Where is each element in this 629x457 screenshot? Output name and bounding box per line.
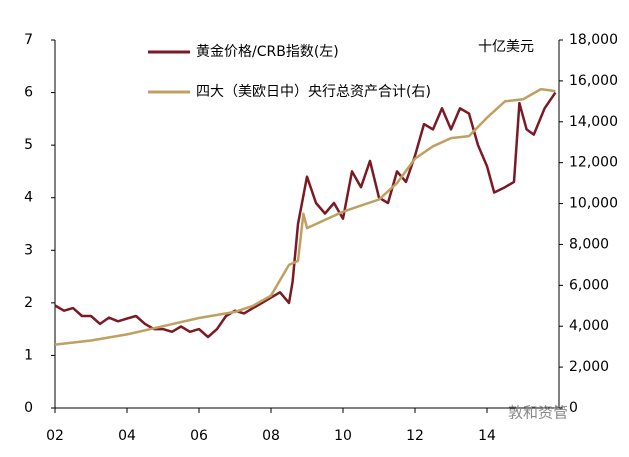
y-tick-label: 3 [24,242,33,258]
series-line [54,91,557,339]
watermark: 敦和资管 [508,404,568,422]
y2-tick-label: 0 [569,400,578,416]
y-tick-label: 5 [24,137,33,153]
y2-tick-label: 2,000 [569,359,609,375]
y2-tick-label: 4,000 [569,318,609,334]
legend-label: 黄金价格/CRB指数(左) [196,43,339,60]
y2-axis-label: 十亿美元 [478,39,534,55]
y2-tick-label: 16,000 [569,73,618,89]
x-tick-label: 06 [190,428,208,444]
x-tick-label: 08 [262,428,280,444]
series-line [54,87,556,346]
y2-tick-label: 10,000 [569,196,618,212]
y2-tick-label: 18,000 [569,32,618,48]
x-tick-label: 04 [118,428,136,444]
y-tick-label: 6 [24,85,33,101]
y-tick-label: 1 [24,347,33,363]
y-tick-label: 2 [24,295,33,311]
y-tick-label: 7 [24,32,33,48]
x-tick-label: 14 [478,428,496,444]
y-tick-label: 4 [24,190,33,206]
x-tick-label: 12 [406,428,424,444]
x-tick-label: 10 [334,428,352,444]
y2-tick-label: 6,000 [569,277,609,293]
y-tick-label: 0 [24,400,33,416]
y2-tick-label: 14,000 [569,114,618,130]
y2-tick-label: 12,000 [569,155,618,171]
x-tick-label: 02 [46,428,64,444]
legend-label: 四大（美欧日中）央行总资产合计(右) [196,84,431,100]
y2-tick-label: 8,000 [569,236,609,252]
